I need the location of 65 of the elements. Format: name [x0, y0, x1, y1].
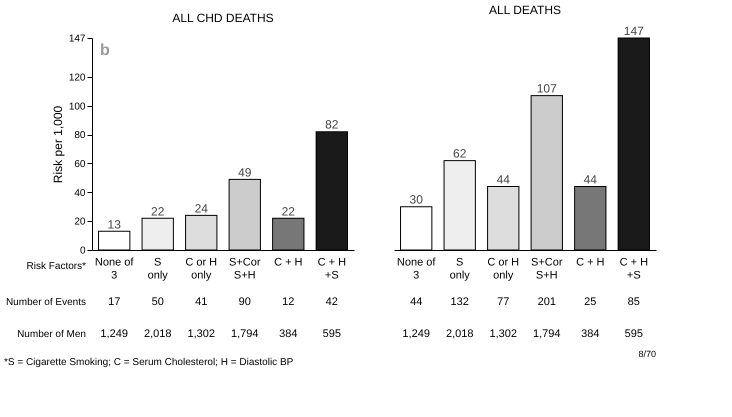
- text: 17: [108, 296, 120, 308]
- x-tick-label: S+Cor S+H: [531, 256, 563, 282]
- y-tick-label: 120: [68, 72, 86, 84]
- text: 41: [195, 296, 208, 308]
- text: Number of Events: [6, 297, 86, 308]
- text: 2,018: [144, 328, 172, 340]
- text: Number of Men: [17, 329, 86, 340]
- y-tick-label: 100: [68, 101, 86, 112]
- chart-title: ALL CHD DEATHS: [172, 11, 274, 25]
- text: Risk Factors*: [26, 261, 86, 272]
- text: 44: [410, 296, 422, 308]
- text: 1,794: [230, 328, 259, 340]
- text: 384: [279, 328, 298, 340]
- data-label: 22: [282, 204, 296, 218]
- x-tick-label: C or H only: [487, 256, 520, 282]
- text: 384: [581, 328, 600, 340]
- y-tick-label: 60: [74, 158, 86, 170]
- data-label: 147: [624, 24, 644, 38]
- text: 132: [450, 296, 469, 308]
- data-label: 49: [238, 165, 252, 180]
- text: *S = Cigarette Smoking; C = Serum Cholesterol; H = Diastolic BP: [4, 357, 294, 368]
- text: 50: [152, 296, 164, 308]
- text: 1,794: [532, 328, 561, 340]
- text: 1,302: [187, 328, 216, 340]
- text: 1,249: [402, 328, 430, 340]
- x-tick-label: None of 3: [396, 256, 436, 282]
- y-axis-title: Risk per 1,000: [50, 105, 65, 184]
- chart-title: ALL DEATHS: [488, 3, 562, 17]
- data-label: 30: [410, 192, 424, 207]
- y-tick-label: 40: [74, 188, 86, 199]
- x-tick-label: S+Cor S+H: [229, 256, 261, 282]
- data-label: 107: [536, 82, 558, 96]
- y-tick-label: 80: [74, 130, 86, 142]
- x-tick-label: S only: [450, 256, 470, 282]
- x-tick-label: S only: [148, 256, 168, 282]
- data-label: 22: [151, 204, 165, 218]
- x-tick-label: C + H +S: [620, 256, 648, 282]
- y-tick-label: 0: [80, 246, 86, 256]
- x-tick-label: C or H only: [185, 256, 218, 282]
- text: 595: [322, 328, 341, 340]
- text: 25: [584, 296, 596, 308]
- text: 77: [497, 296, 510, 308]
- x-tick-label: C + H: [274, 256, 303, 268]
- text: 12: [282, 296, 294, 308]
- text: 85: [628, 296, 640, 308]
- data-label: 44: [496, 172, 510, 187]
- x-tick-label: C + H: [576, 256, 605, 268]
- data-label: 24: [194, 201, 208, 216]
- text: 1,249: [100, 328, 128, 340]
- text: 201: [538, 296, 556, 308]
- data-label: 44: [584, 172, 598, 187]
- data-label: 13: [108, 217, 122, 232]
- y-tick-label: 20: [74, 216, 86, 228]
- text: 1,302: [489, 328, 518, 340]
- x-tick-label: C + H +S: [318, 256, 346, 282]
- text: 90: [238, 296, 251, 308]
- data-label: 62: [453, 146, 467, 161]
- text: 8/70: [638, 349, 656, 359]
- y-tick-label: 147: [68, 34, 86, 44]
- text: 595: [624, 328, 643, 340]
- text: 42: [326, 296, 338, 308]
- data-label: 82: [325, 118, 339, 132]
- x-tick-label: None of 3: [94, 256, 134, 282]
- annotation: b: [100, 42, 110, 59]
- text: 2,018: [446, 328, 474, 340]
